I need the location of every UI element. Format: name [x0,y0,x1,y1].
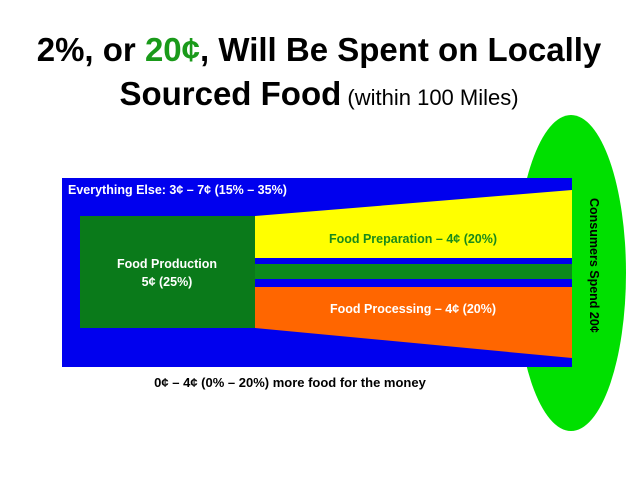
consumers-label: Consumers Spend 20¢ [587,198,601,333]
food-preparation-label: Food Preparation – 4¢ (20%) [329,232,497,246]
food-processing-block [255,287,572,358]
page-title: 2%, or 20¢, Will Be Spent on Locally Sou… [0,28,638,120]
food-processing-label: Food Processing – 4¢ (20%) [330,302,496,316]
food-production-value: 5¢ (25%) [142,275,193,289]
food-production-block [80,216,255,328]
title-text-part2: , Will Be Spent on Locally [200,31,602,68]
footnote: 0¢ – 4¢ (0% – 20%) more food for the mon… [154,375,426,390]
title-line-1: 2%, or 20¢, Will Be Spent on Locally [0,28,638,72]
everything-else-label: Everything Else: 3¢ – 7¢ (15% – 35%) [68,183,287,197]
title-text-line2: Sourced Food [119,75,342,112]
title-highlight: 20¢ [144,31,200,68]
food-preparation-block [255,190,572,258]
title-text-part1: 2%, or [36,31,145,68]
food-production-label: Food Production [117,257,217,271]
title-line-2: Sourced Food (within 100 Miles) [0,72,638,120]
title-subnote: (within 100 Miles) [341,85,519,110]
middle-band [255,264,572,279]
